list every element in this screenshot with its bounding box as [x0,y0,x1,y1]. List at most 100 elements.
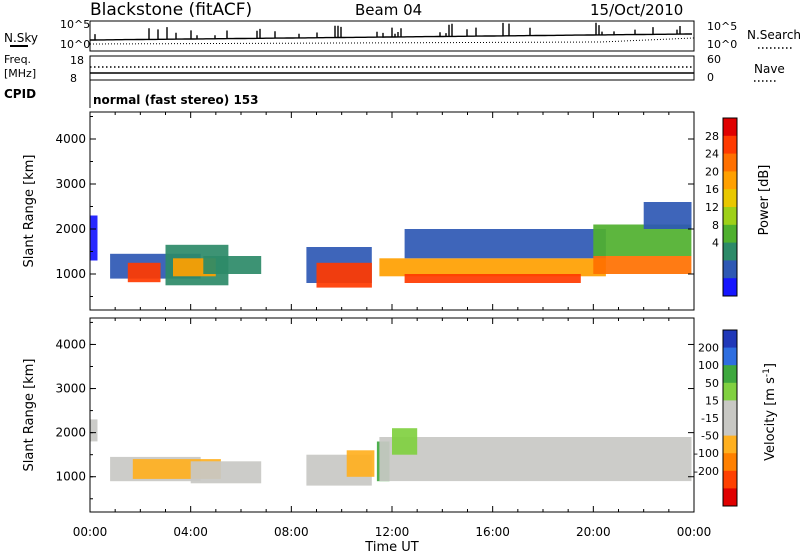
ytick-label: 2000 [55,222,86,236]
velocity-panel-frame [89,317,695,513]
colorbar-tick-label: -15 [701,412,719,425]
power-ylabel: Slant Range [km] [22,155,37,268]
colorbar-swatch [723,153,737,172]
freq-label: Freq. [4,53,31,66]
nsky-tick-top: 10^5 [60,18,90,31]
colorbar-tick-label: 100 [698,359,719,372]
colorbar-swatch [723,453,737,472]
nave-tick-bottom: 0 [707,71,714,84]
xtick-label: 00:00 [677,525,712,539]
nsearch-label: N.Search [747,28,800,42]
colorbar-tick-label: -100 [694,447,719,460]
nsearch-tick-bottom: 10^0 [707,38,737,51]
colorbar-swatch [723,470,737,489]
nsky-series-line [90,22,692,41]
xtick-label: 12:00 [375,525,410,539]
colorbar-tick-label: -200 [694,465,719,478]
data-region-10 [404,229,606,259]
colorbar-tick-label: -50 [701,430,719,443]
colorbar-tick-label: 20 [705,165,719,178]
colorbar-tick-label: 50 [705,377,719,390]
colorbar-tick-label: 16 [705,183,719,196]
ytick-label: 4000 [55,132,86,146]
data-region-11 [593,256,692,274]
colorbar-tick-label: 15 [705,394,719,407]
colorbar-swatch [723,347,737,366]
power-colorbar: 28 24 20 16 12 8 4 [705,117,738,297]
colorbar-swatch [723,488,737,507]
colorbar-swatch [723,224,737,244]
data-region-0 [90,215,98,261]
freq-unit: [MHz] [4,67,36,80]
xtick-label: 16:00 [475,525,510,539]
cpid-label: CPID [4,87,36,101]
data-region-3 [190,461,262,484]
colorbar-frame [722,329,738,507]
ytick-label: 3000 [55,382,86,396]
data-region-9 [404,274,581,283]
colorbar-tick-label: 28 [705,130,719,143]
colorbar-tick-label: 12 [705,201,719,214]
colorbar-swatch [723,260,737,279]
colorbar-swatch [723,382,737,401]
nsky-tick-bottom: 10^0 [60,38,90,51]
time-tick-labels: 00:00 04:00 08:00 12:00 16:00 20:00 00:00 [73,525,712,539]
x-axis-label: Time UT [364,540,418,554]
data-region-5 [203,256,262,274]
velocity-colorbar: 200 100 50 15 -15 -50 -100 -200 [694,329,738,507]
velocity-ylabel: Slant Range [km] [22,359,37,472]
freq-panel [89,55,695,81]
freq-frame [89,55,695,81]
ytick-label: 3000 [55,177,86,191]
power-panel-axes: 4000 3000 2000 1000 [55,112,695,310]
xtick-label: 08:00 [274,525,309,539]
nave-label: Nave [754,62,785,76]
power-colorbar-label: Power [dB] [757,165,772,236]
nsearch-series-line [89,37,695,45]
nsky-panel [89,20,695,52]
colorbar-swatch [723,171,737,190]
colorbar-swatch [723,365,737,384]
colorbar-swatch [723,189,737,208]
data-region-12 [593,224,692,256]
colorbar-tick-label: 200 [698,342,719,355]
velocity-panel-axes: 4000 3000 2000 1000 [55,318,695,512]
colorbar-swatch [723,435,737,454]
nsky-label: N.Sky [4,31,38,45]
nave-tick-top: 60 [707,53,721,66]
colorbar-swatch [723,330,737,349]
cpid-value: normal (fast stereo) 153 [93,93,259,107]
ytick-label: 4000 [55,337,86,351]
colorbar-tick-label: 8 [712,219,719,232]
data-region-2 [127,262,161,283]
power-panel-marks [90,202,692,288]
freq-tick-bottom: 8 [70,72,77,85]
colorbar-swatch [723,135,737,155]
beam-label: Beam 04 [355,1,422,19]
colorbar-swatch [723,207,737,226]
data-region-8 [379,258,606,277]
colorbar-frame [722,117,738,297]
ytick-label: 2000 [55,426,86,440]
xtick-label: 00:00 [73,525,108,539]
colorbar-swatch [723,418,737,437]
data-region-0 [90,419,98,442]
colorbar-swatch [723,278,737,297]
nsearch-tick-top: 10^5 [707,20,737,33]
colorbar-tick-label: 24 [705,148,719,161]
data-region-7 [316,262,372,288]
data-region-5 [346,450,375,477]
ytick-label: 1000 [55,267,86,281]
xtick-label: 20:00 [576,525,611,539]
colorbar-swatch [723,242,737,261]
station-title: Blackstone (fitACF) [90,0,252,20]
data-region-7 [379,437,692,482]
velocity-panel-marks [90,419,692,486]
data-region-8 [392,428,418,455]
freq-tick-top: 18 [70,54,84,67]
ytick-label: 1000 [55,470,86,484]
nsky-frame [89,20,695,52]
colorbar-tick-label: 4 [712,237,719,250]
xtick-label: 04:00 [173,525,208,539]
